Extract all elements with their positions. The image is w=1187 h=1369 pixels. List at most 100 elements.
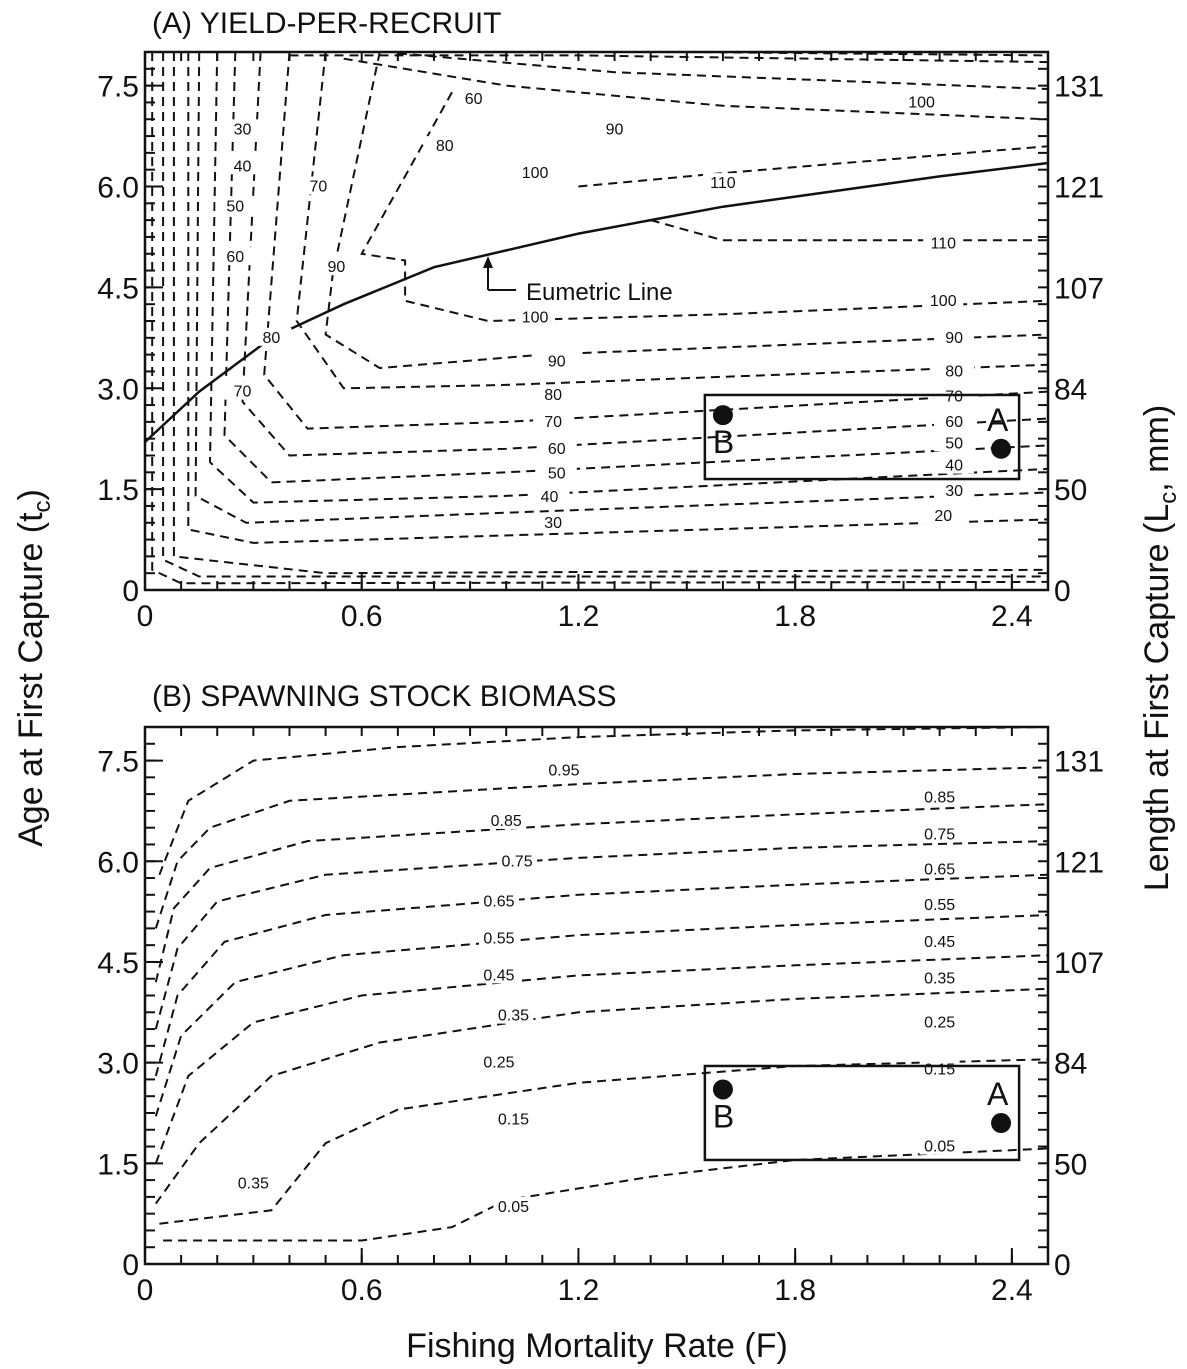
contour-label: 0.35: [238, 1175, 269, 1192]
x-tick-label: 2.4: [991, 600, 1033, 633]
y-tick-label: 7.5: [97, 71, 139, 104]
panel-b-frame: [143, 725, 1050, 1266]
right-tick-label: 84: [1054, 1048, 1087, 1081]
contour-line: [151, 52, 1049, 585]
contour-label-bg: [923, 290, 964, 309]
right-tick-label: 121: [1054, 172, 1104, 205]
contour-label: 60: [465, 91, 483, 108]
contour-label: 110: [930, 236, 956, 253]
contour-label-bg: [453, 89, 494, 108]
contour-label-bg: [919, 787, 960, 806]
right-tick-label: 50: [1054, 1148, 1087, 1181]
point-label-b: B: [713, 1098, 734, 1134]
contour-label: 0.65: [924, 861, 955, 878]
x-tick-label: 0: [137, 600, 154, 633]
contour-label: 0.95: [548, 763, 579, 780]
right-tick-label: 131: [1054, 746, 1104, 779]
contour-label: 50: [548, 466, 566, 483]
y-tick-label: 6.0: [97, 846, 139, 879]
contour-label: 0.15: [924, 1061, 955, 1078]
contour-label-bg: [536, 463, 577, 482]
management-box: [703, 393, 1021, 481]
contour-label-bg: [497, 851, 538, 870]
point-label-b: B: [713, 424, 734, 460]
contour-label-bg: [923, 233, 964, 252]
contour-line: [343, 57, 1049, 121]
contour-label-bg: [493, 1109, 534, 1128]
contour-line: [154, 840, 1049, 1030]
point-a: [991, 1113, 1012, 1134]
contour-line: [158, 726, 1049, 876]
contour-label-bg: [533, 384, 574, 403]
right-tick-label: 84: [1054, 373, 1087, 406]
contour-label-bg: [486, 810, 527, 829]
contour-label-bg: [919, 968, 960, 987]
contour-label-bg: [934, 481, 975, 500]
right-tick-label: 107: [1054, 272, 1104, 305]
contour-label: 40: [234, 158, 252, 175]
contour-label-bg: [316, 257, 357, 276]
y-tick-label: 0: [122, 575, 139, 608]
contour-label: 80: [945, 363, 963, 380]
contour-label: 70: [309, 179, 327, 196]
contour-label: 0.15: [498, 1112, 529, 1129]
contour-label: 60: [548, 441, 566, 458]
x-tick-label: 1.8: [774, 600, 816, 633]
contour-label: 100: [522, 165, 549, 182]
contour-label: 110: [710, 175, 736, 192]
contour-label: 30: [945, 483, 963, 500]
right-tick-label: 131: [1054, 71, 1104, 104]
y-tick-label: 1.5: [97, 474, 139, 507]
panel-b-contour-labels: 0.95 0.85 0.75 0.65 0.55 0.45 0.35 0.25 0.15 0.05…: [233, 760, 960, 1216]
x-tick-label: 2.4: [991, 1274, 1033, 1307]
point-b: [712, 1079, 733, 1100]
contour-label-bg: [478, 1052, 519, 1071]
contour-label-bg: [222, 119, 263, 138]
y-tick-label: 7.5: [97, 746, 139, 779]
contour-label-bg: [934, 327, 975, 346]
contour-label: 80: [544, 387, 562, 404]
contour-label: 70: [945, 388, 963, 405]
contour-line: [154, 954, 1049, 1164]
contour-label: 60: [226, 249, 244, 266]
panel-b-contours: [154, 726, 1049, 1242]
point-label-a: A: [987, 1076, 1009, 1112]
contour-label-bg: [901, 92, 942, 111]
contour-line: [159, 1058, 1049, 1225]
contour-line: [241, 51, 1049, 457]
contour-label-bg: [533, 512, 574, 531]
contour-line: [324, 51, 1049, 370]
contour-line: [162, 52, 1048, 578]
right-tick-label: 107: [1054, 947, 1104, 980]
contour-label-bg: [215, 247, 256, 266]
x-tick-label: 1.2: [558, 600, 600, 633]
contour-label-bg: [934, 455, 975, 474]
contour-label-bg: [515, 307, 556, 326]
contour-label-bg: [215, 196, 256, 215]
eumetric-line-label: Eumetric Line: [526, 279, 673, 306]
contour-label-bg: [493, 1005, 534, 1024]
right-tick-label: 0: [1054, 1249, 1071, 1282]
contour-label: 0.35: [924, 971, 955, 988]
contour-line: [154, 987, 1049, 1205]
panel-b-markers: AB: [703, 1064, 1021, 1162]
contour-label: 40: [945, 458, 963, 475]
contour-label: 0.65: [483, 894, 514, 911]
contour-label: 60: [945, 414, 963, 431]
contour-label: 30: [544, 515, 562, 532]
point-a: [991, 438, 1012, 459]
contour-label-bg: [529, 487, 570, 506]
point-b: [712, 405, 733, 426]
contour-label: 70: [544, 414, 562, 431]
contour-label-bg: [478, 928, 519, 947]
contour-label-bg: [251, 327, 292, 346]
contour-label: 0.35: [498, 1008, 529, 1025]
contour-label: 0.45: [483, 967, 514, 984]
contour-label-bg: [919, 1059, 960, 1078]
contour-label: 0.85: [924, 789, 955, 806]
contour-label: 100: [930, 293, 957, 310]
y-tick-label: 0: [122, 1249, 139, 1282]
contour-label: 90: [328, 259, 346, 276]
contour-label: 40: [541, 489, 559, 506]
